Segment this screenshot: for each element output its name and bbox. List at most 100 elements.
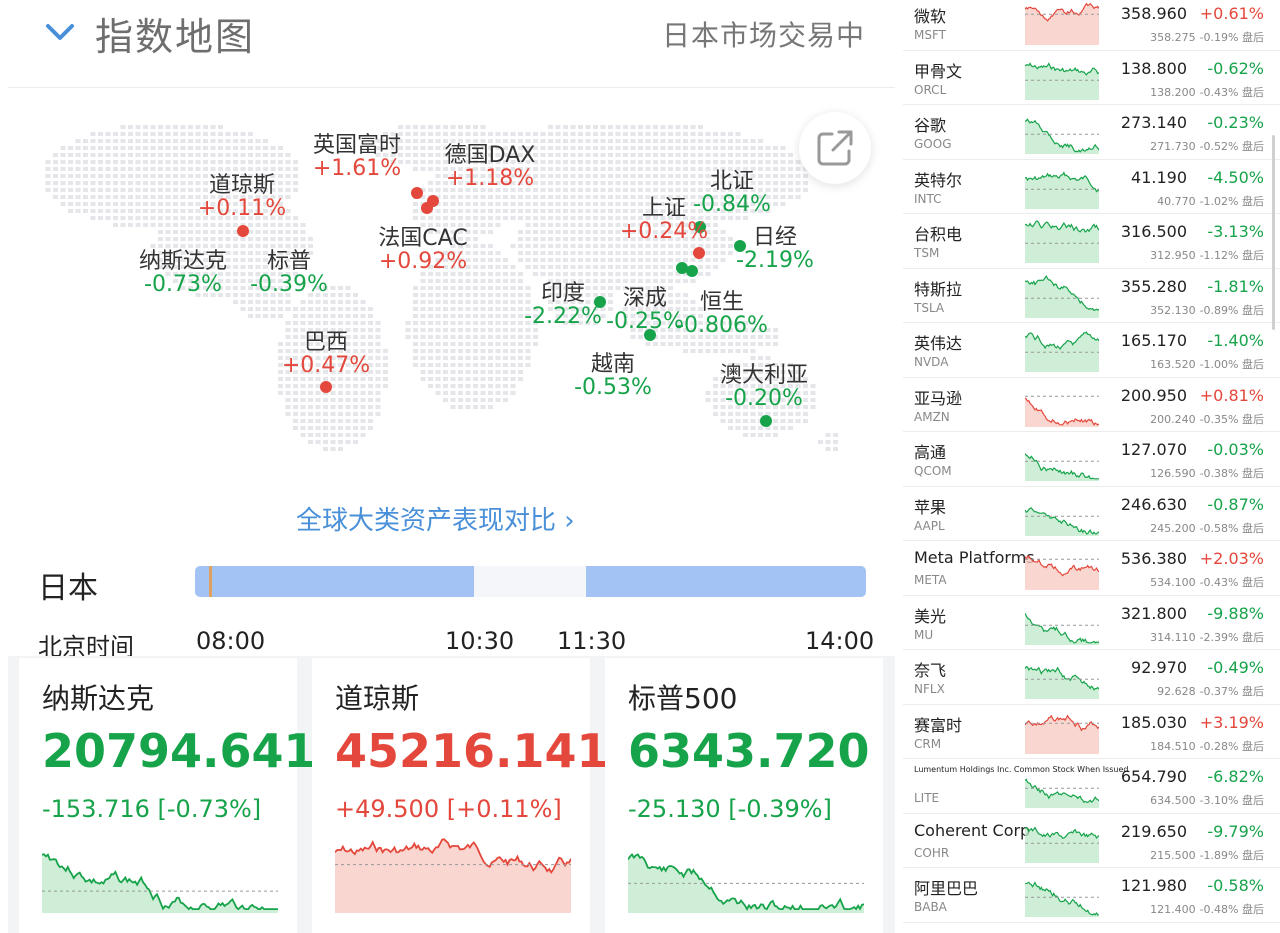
stock-row[interactable]: 高通 QCOM 127.070 -0.03% 126.590 -0.38% 盘后 bbox=[903, 432, 1280, 487]
marker-dot[interactable] bbox=[411, 187, 423, 199]
after-hours-label: 盘后 bbox=[1242, 412, 1264, 426]
after-hours-label: 盘后 bbox=[1242, 31, 1264, 44]
stock-name: 甲骨文 bbox=[914, 61, 963, 81]
stock-row[interactable]: 阿里巴巴 BABA 121.980 -0.58% 121.400 -0.48% 盘后 bbox=[903, 868, 1280, 923]
marker-name: 日经 bbox=[752, 225, 798, 250]
after-hours: 92.628 -0.37% 盘后 bbox=[1122, 683, 1264, 699]
after-hours: 138.200 -0.43% 盘后 bbox=[1122, 84, 1264, 100]
stock-row[interactable]: 奈飞 NFLX 92.970 -0.49% 92.628 -0.37% 盘后 bbox=[903, 650, 1280, 705]
stock-row[interactable]: 英伟达 NVDA 165.170 -1.40% 163.520 -1.00% 盘后 bbox=[903, 323, 1280, 378]
stock-sparkline bbox=[1025, 331, 1099, 372]
marker-change: +0.92% bbox=[378, 249, 468, 274]
stock-row[interactable]: 苹果 AAPL 246.630 -0.87% 245.200 -0.58% 盘后 bbox=[903, 487, 1280, 541]
after-hours-label: 盘后 bbox=[1242, 848, 1264, 862]
after-hours: 40.770 -1.02% 盘后 bbox=[1122, 193, 1264, 209]
marker-dot[interactable] bbox=[686, 265, 698, 277]
stock-row[interactable]: Lumentum Holdings Inc. Common Stock When… bbox=[903, 759, 1280, 814]
marker-dot[interactable] bbox=[421, 202, 433, 214]
current-time-cursor bbox=[209, 566, 212, 597]
marker-change: +0.24% bbox=[619, 219, 709, 244]
after-hours-change: -0.43% bbox=[1199, 576, 1239, 589]
marker-dot[interactable] bbox=[694, 221, 706, 233]
stock-row[interactable]: 谷歌 GOOG 273.140 -0.23% 271.730 -0.52% 盘后 bbox=[903, 105, 1280, 160]
stock-code: COHR bbox=[914, 845, 950, 860]
after-hours: 121.400 -0.48% 盘后 bbox=[1122, 901, 1264, 917]
stock-price: 138.800 bbox=[1120, 58, 1187, 78]
index-name: 标普500 bbox=[628, 682, 738, 715]
stock-change: -0.58% bbox=[1207, 876, 1264, 895]
stock-row[interactable]: 微软 MSFT 358.960 +0.61% 358.275 -0.19% 盘后 bbox=[903, 0, 1280, 51]
marker-dot[interactable] bbox=[676, 262, 688, 274]
stock-sparkline bbox=[1025, 713, 1099, 754]
stock-row[interactable]: 赛富时 CRM 185.030 +3.19% 184.510 -0.28% 盘后 bbox=[903, 705, 1280, 759]
marker-name: 纳斯达克 bbox=[138, 249, 228, 274]
index-card-nasdaq[interactable]: 纳斯达克 20794.641 -153.716 [-0.73%] bbox=[19, 658, 316, 933]
after-hours: 352.130 -0.89% 盘后 bbox=[1122, 302, 1264, 318]
stock-code: INTC bbox=[914, 191, 942, 206]
marker-name: 恒生 bbox=[699, 290, 745, 315]
marker-dot[interactable] bbox=[320, 381, 332, 393]
marker-dot[interactable] bbox=[594, 296, 606, 308]
stock-code: NFLX bbox=[914, 682, 945, 696]
marker-dot[interactable] bbox=[734, 240, 746, 252]
after-hours-price: 215.500 bbox=[1150, 848, 1196, 862]
stock-price: 654.790 bbox=[1120, 767, 1187, 786]
after-hours-label: 盘后 bbox=[1242, 194, 1264, 208]
index-map-panel: 指数地图 日本市场交易中 英国富时 +1.61% 德国DAX +1.18% 道琼斯 +0.… bbox=[8, 15, 895, 933]
scrollbar[interactable] bbox=[1272, 135, 1275, 330]
index-value: 20794.641 bbox=[42, 724, 316, 778]
stock-row[interactable]: 台积电 TSM 316.500 -3.13% 312.950 -1.12% 盘后 bbox=[903, 214, 1280, 269]
after-hours: 358.275 -0.19% 盘后 bbox=[1122, 29, 1264, 45]
index-card-dow[interactable]: 道琼斯 45216.141 +49.500 [+0.11%] bbox=[312, 658, 609, 933]
after-hours-price: 40.770 bbox=[1157, 194, 1196, 208]
time-tick: 10:30 bbox=[445, 627, 515, 655]
index-change: -153.716 [-0.73%] bbox=[42, 795, 262, 823]
stock-change: +0.81% bbox=[1199, 385, 1264, 405]
after-hours-change: -0.43% bbox=[1199, 85, 1239, 99]
after-hours: 126.590 -0.38% 盘后 bbox=[1122, 465, 1264, 481]
world-dot-map bbox=[45, 125, 838, 451]
stock-price: 165.170 bbox=[1120, 331, 1187, 350]
marker-change: -0.20% bbox=[725, 386, 803, 411]
stock-code: AAPL bbox=[914, 518, 945, 533]
after-hours-change: -0.89% bbox=[1199, 303, 1239, 317]
chevron-down-icon[interactable] bbox=[44, 18, 76, 46]
marker-dot[interactable] bbox=[644, 329, 656, 341]
after-hours: 534.100 -0.43% 盘后 bbox=[1122, 574, 1264, 590]
stock-row[interactable]: 英特尔 INTC 41.190 -4.50% 40.770 -1.02% 盘后 bbox=[903, 160, 1280, 214]
stock-change: -0.03% bbox=[1207, 440, 1264, 459]
stock-code: NVDA bbox=[914, 355, 949, 369]
stock-row[interactable]: Meta Platforms META 536.380 +2.03% 534.100 -0… bbox=[903, 541, 1280, 596]
marker-dot[interactable] bbox=[237, 225, 249, 237]
stock-row[interactable]: 甲骨文 ORCL 138.800 -0.62% 138.200 -0.43% 盘后 bbox=[903, 51, 1280, 105]
index-card-sp500[interactable]: 标普500 6343.720 -25.130 [-0.39%] bbox=[605, 658, 883, 933]
stock-name: 英特尔 bbox=[914, 170, 963, 190]
stock-name: Lumentum Holdings Inc. Common Stock When… bbox=[914, 765, 1129, 774]
share-button[interactable] bbox=[799, 112, 871, 184]
stock-row[interactable]: 亚马逊 AMZN 200.950 +0.81% 200.240 -0.35% 盘后 bbox=[903, 378, 1280, 432]
stock-price: 92.970 bbox=[1131, 658, 1187, 677]
stock-sparkline bbox=[1025, 453, 1099, 481]
after-hours-label: 盘后 bbox=[1242, 794, 1264, 807]
after-hours-change: -1.12% bbox=[1199, 249, 1239, 262]
after-hours-price: 184.510 bbox=[1150, 739, 1196, 753]
stock-row[interactable]: 美光 MU 321.800 -9.88% 314.110 -2.39% 盘后 bbox=[903, 596, 1280, 650]
morning-session bbox=[195, 566, 474, 597]
marker-change: +0.47% bbox=[281, 353, 371, 378]
stock-row[interactable]: 特斯拉 TSLA 355.280 -1.81% 352.130 -0.89% 盘后 bbox=[903, 269, 1280, 323]
stock-list: 微软 MSFT 358.960 +0.61% 358.275 -0.19% 盘后 甲骨文 OR… bbox=[903, 0, 1280, 933]
stock-code: CRM bbox=[914, 736, 942, 751]
after-hours-price: 634.500 bbox=[1150, 794, 1196, 807]
stock-name: 特斯拉 bbox=[914, 279, 963, 299]
page-title: 指数地图 bbox=[95, 15, 256, 59]
marker-dot[interactable] bbox=[760, 415, 772, 427]
stock-change: +2.03% bbox=[1199, 549, 1264, 568]
stock-change: -4.50% bbox=[1207, 167, 1264, 187]
after-hours-label: 盘后 bbox=[1242, 140, 1264, 153]
stock-change: -0.62% bbox=[1207, 58, 1264, 78]
stock-row[interactable]: Coherent Corp COHR 219.650 -9.79% 215.500 -1.… bbox=[903, 814, 1280, 868]
stock-price: 321.800 bbox=[1120, 603, 1187, 623]
stock-change: -1.81% bbox=[1207, 276, 1264, 296]
asset-compare-link[interactable]: 全球大类资产表现对比 › bbox=[296, 506, 575, 536]
marker-dot[interactable] bbox=[693, 247, 705, 259]
